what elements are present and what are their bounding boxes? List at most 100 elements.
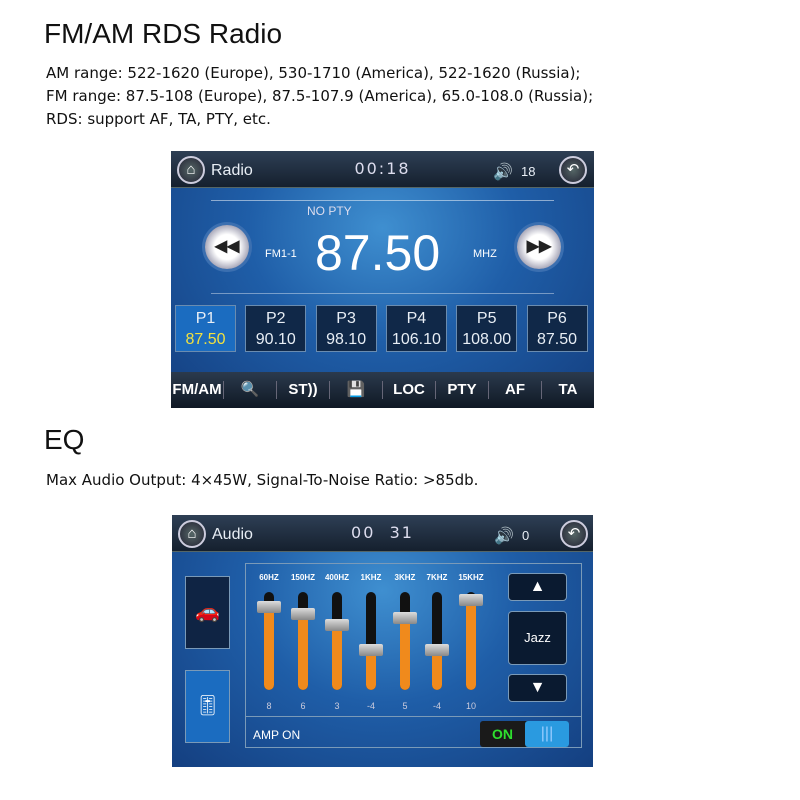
divider [211, 200, 554, 201]
band-value-label: 5 [402, 701, 408, 711]
preset-button-p2[interactable]: P2 90.10 [245, 305, 307, 352]
preset-down-button[interactable]: ▼ [508, 674, 567, 702]
pty-label: NO PTY [307, 204, 352, 218]
preset-button-p4[interactable]: P4 106.10 [385, 305, 447, 352]
preset-frequency: 87.50 [536, 331, 578, 348]
band-icon: FM/AM [172, 381, 222, 398]
slider-handle[interactable] [393, 612, 417, 624]
preset-button-p3[interactable]: P3 98.10 [315, 305, 377, 352]
ta-button[interactable]: TA [542, 381, 594, 399]
save-icon: 💾 [346, 381, 366, 398]
frequency-display: 87.50 [315, 225, 441, 281]
equalizer-button[interactable]: 🎚 [185, 670, 230, 743]
volume-level: 0 [522, 528, 530, 543]
radio-title: Radio [211, 162, 253, 179]
slider-handle[interactable] [291, 608, 315, 621]
stereo-button[interactable]: ST)) [277, 381, 330, 399]
am-range-text: AM range: 522-1620 (Europe), 530-1710 (A… [46, 64, 581, 82]
band-value-label: 10 [465, 701, 476, 711]
volume-level: 18 [521, 164, 536, 179]
pty-button[interactable]: PTY [436, 381, 489, 399]
band-value-label: 6 [300, 701, 306, 711]
band-button[interactable]: FM/AM [171, 381, 224, 399]
amp-toggle[interactable]: ON ||| [480, 721, 569, 747]
af-button[interactable]: AF [489, 381, 542, 399]
radio-header: ⌂ Radio 00:18 🔊 18 ↶ [171, 151, 594, 188]
radio-toolbar: FM/AM 🔍 ST)) 💾 LOC PTY AF TA [171, 372, 594, 408]
band-value-label: -4 [366, 701, 375, 711]
preset-frequency: 98.10 [326, 331, 367, 348]
save-button[interactable]: 💾 [330, 381, 383, 399]
ta-label: TA [558, 381, 578, 398]
preset-button-p5[interactable]: P5 108.00 [456, 305, 518, 352]
band-label: FM1-1 [265, 248, 297, 260]
preset-label: P4 [406, 310, 427, 327]
back-button[interactable]: ↶ [559, 156, 587, 184]
rds-text: RDS: support AF, TA, PTY, etc. [46, 110, 271, 128]
slider-handle[interactable] [257, 601, 281, 614]
audio-screen: ⌂ Audio 00 31 🔊 0 ↶ 🚗 🎚 60HZ 8 150HZ 6 400HZ… [172, 515, 593, 767]
divider [245, 716, 582, 717]
band-frequency-label: 3KHZ [394, 573, 416, 582]
sliders-icon: 🎚 [194, 695, 221, 717]
home-button[interactable]: ⌂ [177, 156, 205, 184]
slider-handle[interactable] [325, 619, 349, 632]
slider-handle[interactable] [459, 594, 483, 606]
back-button[interactable]: ↶ [560, 520, 588, 548]
eq-slider-400hz[interactable] [325, 592, 349, 690]
fm-range-text: FM range: 87.5-108 (Europe), 87.5-107.9 … [46, 87, 594, 105]
band-value-label: -4 [432, 701, 441, 711]
preset-up-button[interactable]: ▲ [508, 573, 567, 601]
eq-slider-3khz[interactable] [393, 592, 417, 690]
seek-forward-button[interactable]: ▶▶ [517, 225, 561, 269]
preset-button-p1[interactable]: P1 87.50 [175, 305, 236, 352]
slider-fill [466, 600, 476, 690]
car-speaker-button[interactable]: 🚗 [185, 576, 230, 649]
section-title-eq: EQ [44, 424, 85, 455]
preset-frequency: 106.10 [391, 331, 441, 348]
slider-fill [264, 607, 274, 690]
search-button[interactable]: 🔍 [224, 381, 277, 399]
eq-preset-display: Jazz [508, 611, 567, 665]
loc-icon: LOC [393, 381, 425, 398]
search-icon: 🔍 [240, 381, 260, 398]
seek-back-button[interactable]: ◀◀ [205, 225, 249, 269]
stereo-icon: ST)) [288, 381, 318, 398]
home-button[interactable]: ⌂ [178, 520, 206, 548]
divider [211, 293, 554, 294]
radio-clock: 00:18 [354, 159, 411, 178]
section-title-radio: FM/AM RDS Radio [44, 18, 283, 49]
slider-handle[interactable] [425, 644, 449, 657]
slider-fill [298, 614, 308, 690]
volume-icon[interactable]: 🔊 [493, 164, 513, 181]
eq-slider-15khz[interactable] [459, 592, 483, 690]
band-frequency-label: 150HZ [290, 573, 315, 582]
slider-handle[interactable] [359, 644, 383, 657]
eq-frame [245, 563, 582, 748]
eq-slider-60hz[interactable] [257, 592, 281, 690]
preset-label: P5 [476, 310, 497, 327]
preset-label: P1 [195, 310, 216, 327]
preset-label: P2 [266, 310, 286, 327]
band-frequency-label: 7KHZ [426, 573, 448, 582]
band-frequency-label: 60HZ [259, 573, 279, 582]
audio-clock: 00 31 [351, 523, 414, 542]
preset-button-p6[interactable]: P6 87.50 [526, 305, 588, 352]
radio-screen: ⌂ Radio 00:18 🔊 18 ↶ NO PTY ◀◀ FM1-1 87.… [171, 151, 594, 408]
band-frequency-label: 400HZ [324, 573, 349, 582]
unit-label: MHZ [473, 248, 497, 260]
toggle-knob[interactable]: ||| [525, 721, 569, 747]
eq-slider-7khz[interactable] [425, 592, 449, 690]
loc-button[interactable]: LOC [383, 381, 436, 399]
preset-frequency: 108.00 [462, 331, 512, 348]
band-frequency-label: 1KHZ [360, 573, 382, 582]
pty-label: PTY [447, 381, 477, 398]
preset-frequency: 87.50 [185, 331, 226, 348]
eq-slider-1khz[interactable] [359, 592, 383, 690]
toggle-on-label: ON [492, 726, 513, 742]
preset-label: P6 [547, 310, 567, 327]
slider-fill [432, 650, 442, 690]
volume-icon[interactable]: 🔊 [494, 528, 514, 545]
eq-slider-150hz[interactable] [291, 592, 315, 690]
preset-label: P3 [336, 310, 356, 327]
